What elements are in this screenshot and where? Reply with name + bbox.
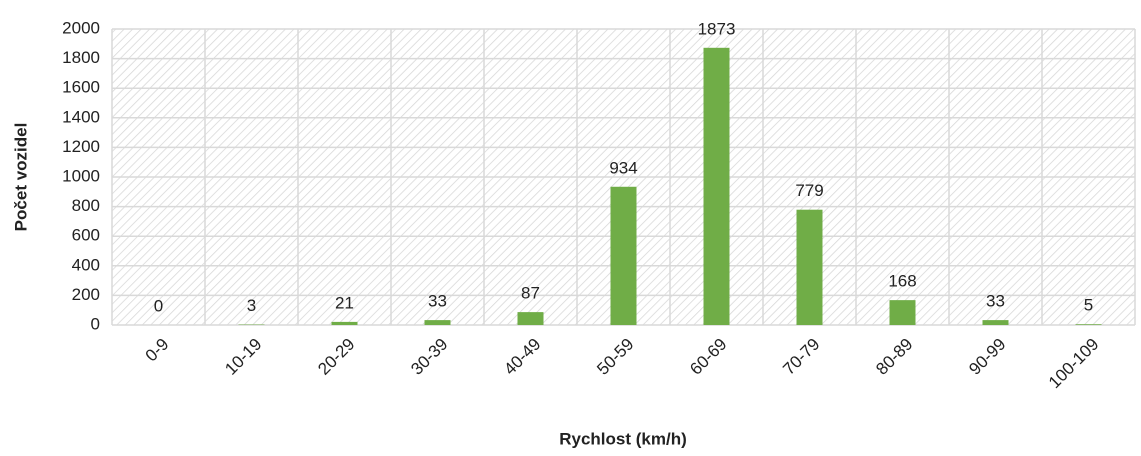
data-label: 168 <box>888 272 916 291</box>
data-label: 0 <box>154 296 163 315</box>
y-tick-label: 200 <box>72 285 100 304</box>
data-label: 1873 <box>698 19 736 38</box>
bar <box>610 186 637 325</box>
y-tick-label: 600 <box>72 226 100 245</box>
x-tick-label: 20-29 <box>314 335 358 379</box>
x-tick-label: 90-99 <box>965 335 1009 379</box>
y-tick-label: 400 <box>72 255 100 274</box>
y-tick-label: 2000 <box>62 18 100 37</box>
x-tick-label: 30-39 <box>407 335 451 379</box>
data-label: 33 <box>986 292 1005 311</box>
x-tick-label: 10-19 <box>221 335 265 379</box>
y-axis-title: Počet vozidel <box>11 123 30 232</box>
x-tick-label: 70-79 <box>779 335 823 379</box>
x-tick-label: 100-109 <box>1045 335 1103 393</box>
x-tick-label: 60-69 <box>686 335 730 379</box>
x-tick-label: 40-49 <box>500 335 544 379</box>
bar <box>796 209 823 325</box>
y-tick-label: 800 <box>72 196 100 215</box>
data-label: 5 <box>1084 296 1093 315</box>
x-tick-label: 50-59 <box>593 335 637 379</box>
x-tick-label: 80-89 <box>872 335 916 379</box>
y-tick-label: 1200 <box>62 137 100 156</box>
data-label: 21 <box>335 293 354 312</box>
data-label: 33 <box>428 292 447 311</box>
data-label: 87 <box>521 284 540 303</box>
x-tick-label: 0-9 <box>142 335 173 366</box>
y-tick-label: 0 <box>91 314 100 333</box>
y-tick-label: 1600 <box>62 78 100 97</box>
x-axis-title: Rychlost (km/h) <box>559 429 687 448</box>
bar <box>1075 324 1102 325</box>
y-tick-label: 1000 <box>62 166 100 185</box>
bar <box>517 312 544 325</box>
y-tick-label: 1400 <box>62 107 100 126</box>
data-label: 779 <box>795 181 823 200</box>
bar <box>331 321 358 325</box>
bar <box>703 47 730 326</box>
data-label: 3 <box>247 296 256 315</box>
y-tick-label: 1800 <box>62 48 100 67</box>
bar <box>982 320 1009 325</box>
data-label: 934 <box>609 158 637 177</box>
bar <box>889 300 916 325</box>
bar <box>424 320 451 325</box>
